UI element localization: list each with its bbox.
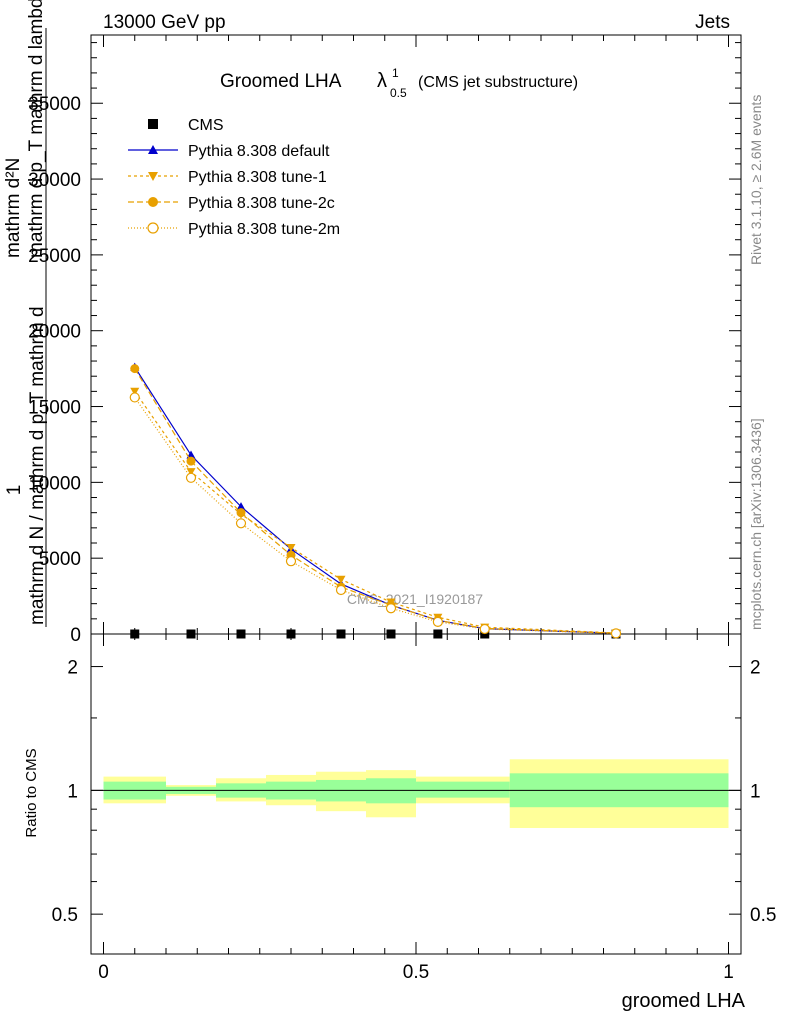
ratio-band-inner	[466, 781, 510, 798]
y-tick-label: 35000	[28, 94, 81, 115]
ratio-bands	[103, 759, 729, 828]
y-label-top-denominator: mathrm d p_T mathrm d lambda	[26, 0, 47, 258]
data-point	[385, 603, 397, 614]
y-label-top-numerator: mathrm d²N	[3, 158, 24, 258]
legend-entry: Pythia 8.308 tune-2m	[128, 221, 340, 238]
legend-marker	[148, 172, 158, 181]
data-point	[186, 468, 196, 477]
legend-entry: Pythia 8.308 tune-2c	[128, 195, 335, 212]
y-tick-label: 0	[70, 625, 81, 646]
ratio-y-tick-label: 1	[67, 781, 78, 802]
data-point	[130, 629, 140, 639]
y-tick-label: 20000	[28, 322, 81, 343]
x-axis-label: groomed LHA	[622, 990, 746, 1012]
legend-marker	[147, 222, 159, 234]
data-point	[236, 629, 246, 639]
energy-label: 13000 GeV pp	[103, 12, 226, 33]
data-point	[129, 392, 140, 403]
legend-label: Pythia 8.308 default	[188, 143, 330, 160]
y-tick-label: 25000	[28, 246, 81, 267]
data-point	[336, 575, 346, 584]
x-tick-label: 0	[98, 962, 109, 983]
data-point	[432, 616, 443, 627]
legend-label: Pythia 8.308 tune-2c	[188, 195, 335, 212]
y-tick-label: 30000	[28, 170, 81, 191]
data-point	[286, 543, 296, 553]
ratio-y-tick-label: 2	[67, 658, 78, 679]
series-4	[129, 392, 622, 639]
y-tick-label: 15000	[28, 398, 81, 419]
data-point	[130, 364, 140, 374]
legend-entry: CMS	[148, 117, 224, 134]
ratio-y-tick-label-right: 1	[750, 781, 761, 802]
y-tick-label: 10000	[28, 473, 81, 494]
main-y-label: 1 mathrm d N / mathrm d p_T mathrm d mat…	[3, 0, 48, 627]
y-tick-label: 5000	[39, 549, 81, 570]
title-superscript: 1	[392, 66, 399, 80]
y-label-numerator: mathrm d N / mathrm d p_T mathrm d	[27, 306, 48, 625]
main-y-axis: 0 5000 10000 15000 20000 25000 30000 35000	[28, 42, 741, 646]
legend-marker	[148, 145, 158, 154]
data-point	[235, 518, 247, 529]
data-point	[186, 629, 196, 639]
title-subscript: 0.5	[390, 86, 407, 100]
legend-marker	[148, 197, 158, 207]
rivet-info: Rivet 3.1.10, ≥ 2.6M events	[748, 95, 764, 265]
data-point	[335, 584, 347, 596]
legend-marker	[148, 119, 158, 129]
data-point	[433, 629, 443, 639]
ratio-y-tick-label-right: 2	[750, 658, 761, 679]
legend-entry: Pythia 8.308 default	[128, 143, 330, 160]
data-point	[185, 472, 197, 483]
ratio-band-inner	[416, 781, 466, 798]
legend-label: CMS	[188, 117, 224, 134]
series-layer	[129, 362, 622, 639]
data-point	[610, 628, 622, 639]
series-line	[134, 397, 617, 634]
legend-label: Pythia 8.308 tune-2m	[188, 221, 340, 238]
plot-title: Groomed LHA λ 1 0.5 (CMS jet substructur…	[220, 66, 578, 100]
data-point	[336, 629, 346, 639]
ratio-x-axis: 0 0.5 1	[98, 634, 734, 983]
legend-label: Pythia 8.308 tune-1	[188, 169, 327, 186]
data-point	[130, 387, 140, 396]
data-point	[236, 508, 246, 518]
ratio-y-label: Ratio to CMS	[23, 748, 40, 837]
mcplots-info: mcplots.cern.ch [arXiv:1306.3436]	[748, 418, 764, 630]
data-point	[236, 502, 246, 511]
category-label: Jets	[695, 12, 730, 33]
title-main: Groomed LHA	[220, 71, 342, 92]
legend-entry: Pythia 8.308 tune-1	[128, 169, 327, 186]
main-x-ticks	[103, 35, 729, 634]
x-tick-label: 0.5	[403, 962, 429, 983]
data-point	[186, 456, 196, 466]
data-point	[286, 629, 296, 639]
data-point	[479, 623, 490, 635]
ratio-y-tick-label: 0.5	[52, 905, 78, 926]
x-tick-label: 1	[723, 962, 734, 983]
legend: CMS Pythia 8.308 default Pythia 8.308 tune…	[128, 117, 340, 238]
ratio-y-tick-label-right: 0.5	[750, 905, 776, 926]
y-label-one: 1	[4, 485, 25, 496]
data-point	[386, 629, 396, 639]
title-note: (CMS jet substructure)	[418, 74, 578, 91]
analysis-watermark: CMS_2021_I1920187	[347, 591, 483, 607]
data-point	[285, 556, 297, 567]
title-lambda: λ	[377, 70, 387, 92]
